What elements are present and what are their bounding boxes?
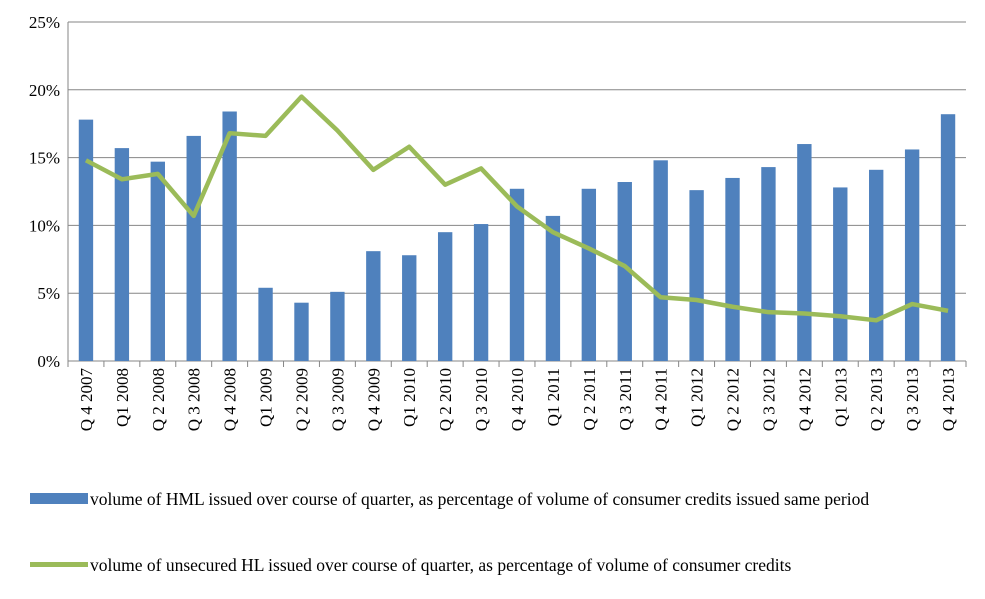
- bar: [186, 135, 201, 361]
- x-tick-label: Q 3 2011: [616, 368, 635, 431]
- y-tick-label: 10%: [29, 216, 60, 235]
- x-tick-label: Q 3 2012: [759, 368, 778, 431]
- x-tick-label: Q 4 2009: [364, 368, 383, 431]
- bar: [689, 190, 704, 361]
- x-tick-label: Q 4 2013: [939, 368, 958, 431]
- x-tick-label: Q 4 2010: [508, 368, 527, 431]
- y-tick-label: 25%: [29, 13, 60, 32]
- bar: [78, 119, 94, 362]
- bar: [869, 169, 884, 361]
- bar: [366, 251, 381, 361]
- x-tick-label: Q1 2010: [400, 368, 419, 427]
- legend-label: volume of HML issued over course of quar…: [90, 489, 870, 509]
- bar: [150, 161, 165, 361]
- bar: [258, 287, 273, 361]
- bar: [904, 149, 920, 361]
- x-tick-label: Q 3 2013: [903, 368, 922, 431]
- bar: [617, 182, 632, 361]
- bar: [725, 177, 740, 361]
- bar: [437, 232, 453, 361]
- x-tick-label: Q1 2011: [544, 368, 563, 426]
- y-tick-label: 5%: [37, 284, 60, 303]
- x-tick-label: Q 2 2013: [867, 368, 886, 431]
- chart: 0% 5% 10% 15% 20% 25% Q 4 2007 Q1 2008 Q 2 2008 Q…: [29, 13, 967, 432]
- x-tick-label: Q 4 2011: [652, 368, 671, 431]
- bar: [833, 187, 848, 361]
- legend-swatch: [30, 493, 88, 504]
- x-tick-label: Q 2 2010: [436, 368, 455, 431]
- legend-item: volume of HML issued over course of quar…: [30, 487, 980, 511]
- bar: [402, 255, 417, 361]
- x-tick-label: Q 2 2008: [149, 368, 168, 431]
- bar: [545, 215, 561, 361]
- legend-item: volume of unsecured HL issued over cours…: [30, 553, 980, 577]
- line: [84, 94, 949, 323]
- y-tick-label: 15%: [29, 149, 60, 168]
- bar: [473, 224, 489, 361]
- x-tick-label: Q 4 2007: [77, 368, 96, 432]
- bar: [797, 144, 812, 361]
- x-tick-label: Q 2 2012: [724, 368, 743, 431]
- bar: [294, 302, 309, 361]
- bar: [509, 188, 525, 361]
- x-tick-label: Q 2 2009: [292, 368, 311, 431]
- x-tick-label: Q 4 2012: [795, 368, 814, 431]
- x-tick-label: Q 2 2011: [580, 368, 599, 431]
- x-tick-label: Q1 2013: [831, 368, 850, 427]
- x-tick-label: Q1 2012: [688, 368, 707, 427]
- x-tick-label: Q 3 2008: [185, 368, 204, 431]
- bar: [222, 111, 237, 361]
- x-tick-label: Q 4 2008: [221, 368, 240, 431]
- x-tick-label: Q 3 2009: [328, 368, 347, 431]
- bar: [761, 167, 776, 361]
- legend-swatch: [30, 562, 88, 567]
- x-tick-label: Q1 2009: [257, 368, 276, 427]
- bar: [330, 291, 345, 361]
- x-tick-label: Q 3 2010: [472, 368, 491, 431]
- bar: [940, 114, 956, 361]
- x-tick-label: Q1 2008: [113, 368, 132, 427]
- bar: [114, 148, 130, 361]
- bar: [581, 188, 597, 361]
- y-tick-label: 0%: [37, 352, 60, 371]
- y-tick-label: 20%: [29, 81, 60, 100]
- bar: [653, 160, 668, 361]
- legend-label: volume of unsecured HL issued over cours…: [90, 555, 792, 575]
